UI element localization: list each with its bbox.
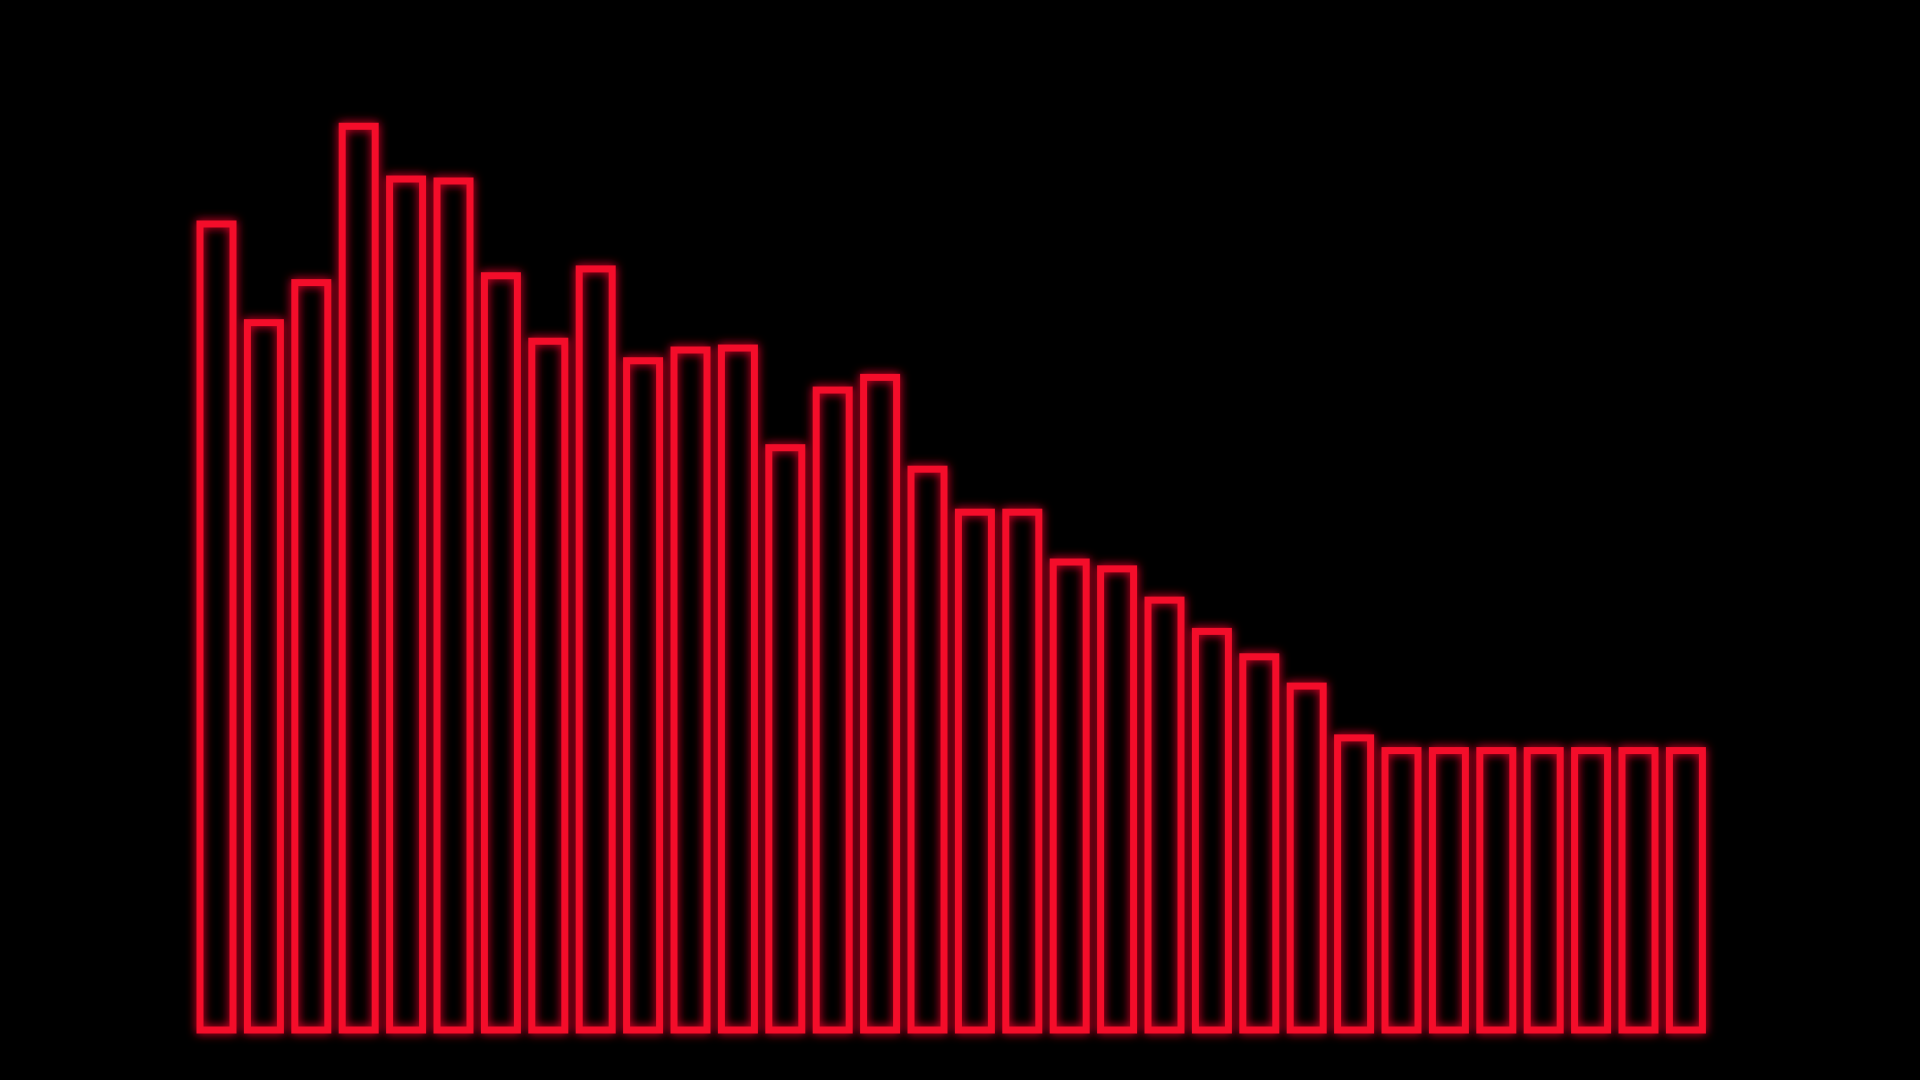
bar[interactable] [528,337,569,1034]
bar[interactable] [243,319,284,1034]
bar[interactable] [1571,747,1612,1034]
bar[interactable] [1618,747,1659,1034]
bar[interactable] [907,465,948,1034]
bar[interactable] [1002,508,1043,1034]
bar[interactable] [1428,747,1469,1034]
bars-group [196,122,1706,1034]
bar[interactable] [575,265,616,1034]
bar[interactable] [765,444,806,1034]
bar[interactable] [1381,747,1422,1034]
bar[interactable] [291,279,332,1034]
bar[interactable] [717,344,758,1034]
bar[interactable] [433,177,474,1034]
bar[interactable] [1191,627,1232,1034]
bar[interactable] [196,220,237,1034]
bar[interactable] [1239,653,1280,1034]
bar[interactable] [1476,747,1517,1034]
bar[interactable] [1049,558,1090,1034]
bar[interactable] [386,175,427,1034]
bar[interactable] [812,386,853,1034]
bar[interactable] [1144,596,1185,1034]
bar[interactable] [480,272,521,1034]
bar[interactable] [860,373,901,1034]
bar[interactable] [1286,682,1327,1034]
bar[interactable] [1097,565,1138,1034]
bar[interactable] [338,122,379,1034]
bar[interactable] [954,508,995,1034]
bar[interactable] [1665,747,1706,1034]
bar[interactable] [1523,747,1564,1034]
bar[interactable] [1334,734,1375,1034]
bar[interactable] [670,346,711,1034]
bar[interactable] [623,357,664,1034]
